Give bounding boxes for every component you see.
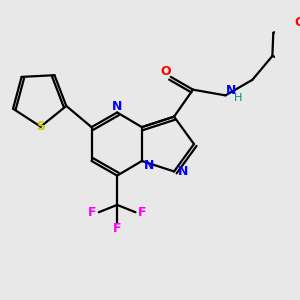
Text: N: N [112,100,122,113]
Text: O: O [160,65,171,78]
Text: H: H [234,93,242,103]
Text: S: S [36,120,45,133]
Text: F: F [88,206,97,219]
Text: F: F [138,206,146,219]
Text: N: N [178,165,188,178]
Text: O: O [294,16,300,29]
Text: F: F [113,222,122,235]
Text: N: N [144,159,154,172]
Text: N: N [226,84,236,97]
